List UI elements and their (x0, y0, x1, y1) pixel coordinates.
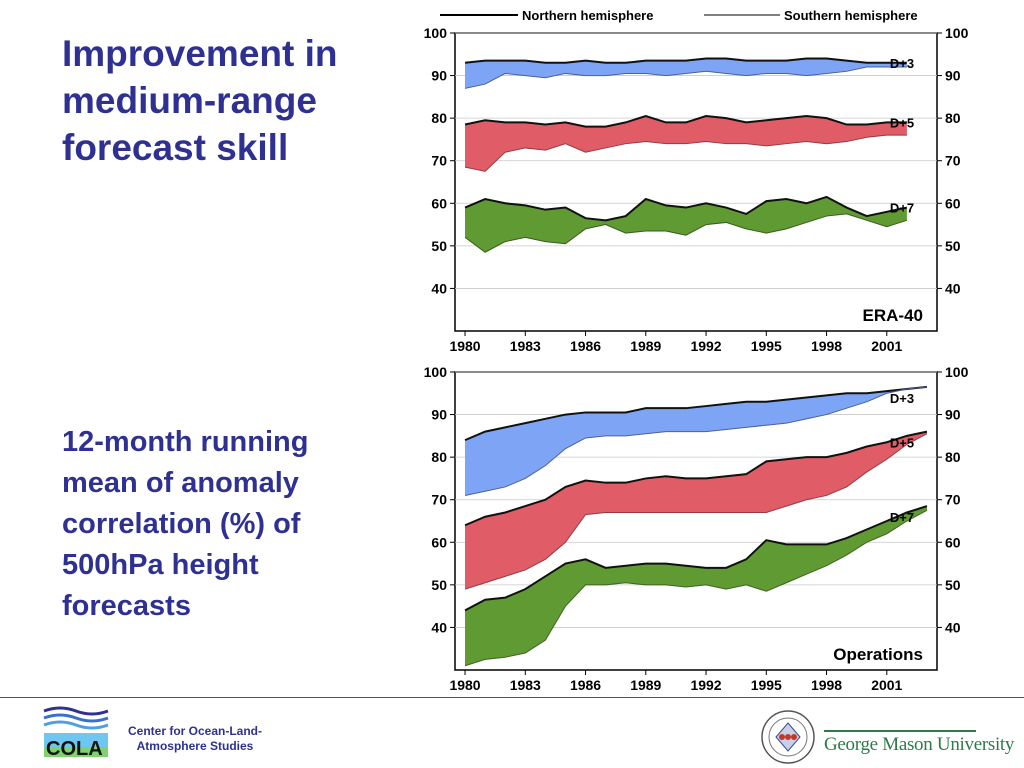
y-tick-label-right: 80 (945, 449, 961, 465)
x-tick-label: 1989 (630, 338, 661, 354)
x-tick-label: 1980 (449, 677, 480, 693)
x-tick-label: 1986 (570, 338, 601, 354)
y-tick-label-right: 40 (945, 280, 961, 296)
cola-logo: COLA (43, 706, 109, 759)
y-tick-label-right: 100 (945, 364, 969, 380)
y-tick-label: 40 (431, 280, 447, 296)
band-d7-southern-line (464, 213, 908, 253)
series-label: D+3 (890, 56, 914, 71)
x-tick-label: 2001 (871, 338, 902, 354)
y-tick-label-right: 40 (945, 619, 961, 635)
y-tick-label: 50 (431, 238, 447, 254)
charts-area: Northern hemisphere Southern hemisphere … (424, 8, 969, 693)
legend: Northern hemisphere Southern hemisphere (440, 8, 918, 23)
y-tick-label-right: 70 (945, 492, 961, 508)
gmu-rule (824, 730, 976, 732)
y-tick-label: 100 (424, 364, 448, 380)
x-tick-label: 1992 (690, 677, 721, 693)
y-tick-label-right: 50 (945, 577, 961, 593)
band-d3 (465, 386, 927, 496)
x-tick-label: 1998 (811, 338, 842, 354)
y-tick-label-right: 90 (945, 407, 961, 423)
band-d3-northern-line (464, 385, 928, 442)
y-tick-label-right: 60 (945, 195, 961, 211)
band-d5-northern-line (464, 430, 928, 527)
x-tick-label: 1983 (510, 677, 541, 693)
slide-subtitle: 12-month running mean of anomaly correla… (62, 426, 309, 622)
panel-title: ERA-40 (863, 306, 923, 325)
series-label: D+5 (890, 436, 914, 451)
band-d5 (465, 431, 927, 590)
series-label: D+5 (890, 115, 914, 130)
x-tick-label: 1995 (751, 338, 782, 354)
y-tick-label: 80 (431, 110, 447, 126)
series-label: D+7 (890, 510, 914, 525)
band-d7-northern-line (464, 195, 908, 222)
y-tick-label: 50 (431, 577, 447, 593)
panel-title: Operations (833, 645, 923, 664)
cola-logo-text: COLA (46, 738, 103, 759)
gmu-name: George Mason University (824, 734, 1015, 755)
footer-divider (0, 697, 1024, 698)
series-label: D+7 (890, 201, 914, 216)
x-tick-label: 1983 (510, 338, 541, 354)
y-tick-label-right: 60 (945, 534, 961, 550)
band-d3-southern-line (464, 386, 928, 496)
y-tick-label: 60 (431, 195, 447, 211)
band-d7 (465, 196, 907, 253)
x-tick-label: 1992 (690, 338, 721, 354)
legend-northern-label: Northern hemisphere (522, 8, 653, 23)
band-d5-southern-line (464, 134, 907, 172)
band-d5-southern-line (464, 433, 928, 590)
series-label: D+3 (890, 391, 914, 406)
x-tick-label: 1980 (449, 338, 480, 354)
plot-frame (454, 32, 938, 332)
y-tick-label: 70 (431, 492, 447, 508)
y-tick-label: 40 (431, 619, 447, 635)
y-tick-label: 100 (424, 25, 448, 41)
y-tick-label-right: 100 (945, 25, 969, 41)
chart-era40: 40 40 50 50 60 60 70 70 80 80 90 90 100 100 1980 1983 19… (424, 25, 969, 354)
y-tick-label-right: 70 (945, 153, 961, 169)
y-tick-label-right: 80 (945, 110, 961, 126)
y-tick-label-right: 90 (945, 68, 961, 84)
band-d5-northern-line (464, 114, 907, 128)
band-d3-northern-line (464, 57, 907, 64)
band-d7-northern-line (464, 505, 928, 612)
y-tick-label: 90 (431, 407, 447, 423)
band-d7-southern-line (464, 509, 928, 667)
x-tick-label: 1986 (570, 677, 601, 693)
band-d3-southern-line (464, 66, 907, 89)
y-tick-label: 90 (431, 68, 447, 84)
y-tick-label-right: 50 (945, 238, 961, 254)
y-tick-label: 70 (431, 153, 447, 169)
legend-southern-label: Southern hemisphere (784, 8, 918, 23)
gmu-seal (761, 710, 815, 764)
cola-name: Center for Ocean-Land-Atmosphere Studies (127, 724, 262, 753)
x-tick-label: 1998 (811, 677, 842, 693)
y-tick-label: 60 (431, 534, 447, 550)
slide-title: Improvement in medium-range forecast ski… (62, 33, 338, 168)
chart-operations: 40 40 50 50 60 60 70 70 80 80 90 90 100 100 1980 1983 19… (424, 364, 969, 693)
x-tick-label: 1989 (630, 677, 661, 693)
y-tick-label: 80 (431, 449, 447, 465)
x-tick-label: 2001 (871, 677, 902, 693)
x-tick-label: 1995 (751, 677, 782, 693)
